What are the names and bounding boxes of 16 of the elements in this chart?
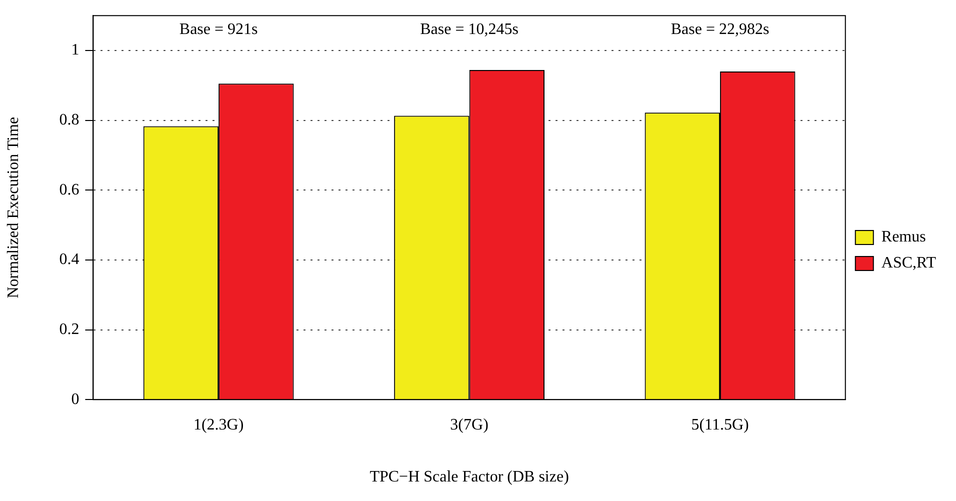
annotation: Base = 22,982s — [670, 20, 770, 38]
x-tick-label: 3(7G) — [450, 416, 488, 434]
x-tick-label: 5(11.5G) — [691, 416, 749, 434]
y-tick-label: 0.2 — [59, 320, 80, 338]
x-tick-label: 1(2.3G) — [193, 416, 244, 434]
annotation: Base = 921s — [179, 20, 258, 38]
legend-label: Remus — [881, 228, 926, 246]
y-tick-label: 0 — [71, 390, 80, 408]
y-tick-label: 0.6 — [59, 181, 80, 198]
y-tick-label: 0.4 — [59, 251, 80, 268]
legend-label: ASC,RT — [881, 254, 936, 272]
y-tick-label: 1 — [71, 42, 80, 59]
x-axis-title: TPC−H Scale Factor (DB size) — [370, 468, 569, 486]
y-tick-label: 0.8 — [59, 112, 80, 129]
annotation: Base = 10,245s — [420, 20, 518, 38]
y-axis-title: Normalized Execution Time — [4, 116, 22, 298]
